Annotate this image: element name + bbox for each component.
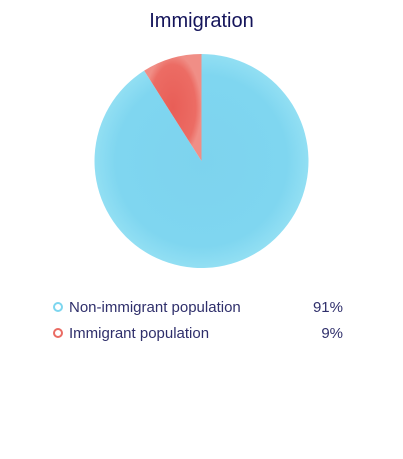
chart-title: Immigration [149,10,254,32]
legend-item-immigrant: Immigrant population 9% [53,320,353,346]
pie-chart [94,54,309,269]
pie-slice-immigrant-population[interactable] [144,54,202,161]
pie-slice-non-immigrant-population[interactable] [94,54,309,269]
legend-label-immigrant: Immigrant population [69,324,210,342]
legend-marker-immigrant [53,328,63,338]
legend-label-non-immigrant: Non-immigrant population [69,298,241,316]
legend-item-non-immigrant: Non-immigrant population 91% [53,294,353,320]
legend: Non-immigrant population 91% Immigrant p… [53,294,353,346]
legend-marker-non-immigrant [53,302,63,312]
legend-value-immigrant: 9% [321,324,343,342]
legend-value-non-immigrant: 91% [312,298,343,316]
